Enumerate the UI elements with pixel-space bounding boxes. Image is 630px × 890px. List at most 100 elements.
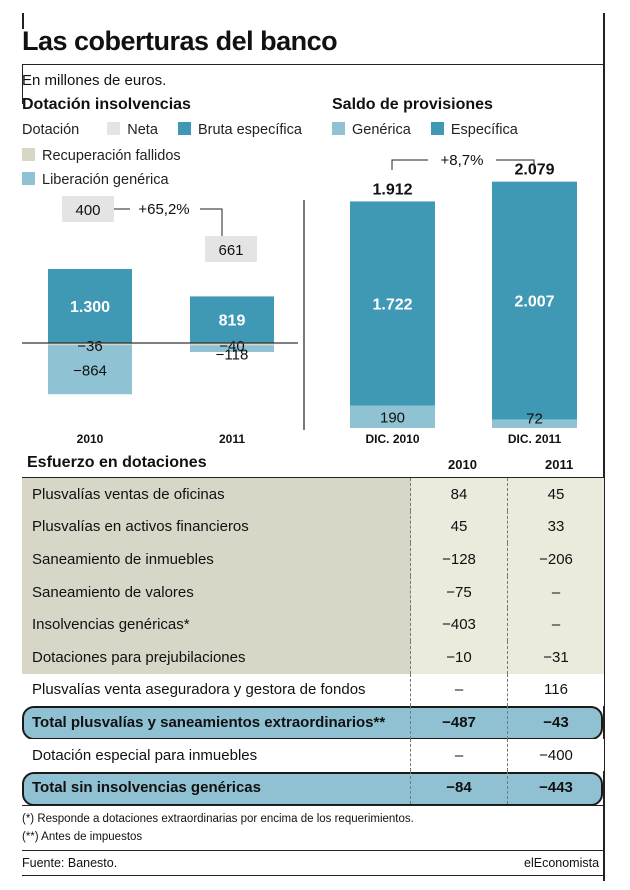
row-label: Total plusvalías y saneamientos extraord… [32,713,386,731]
table-top-rule [22,477,604,478]
row-value-2010: – [410,673,508,707]
bar-recuperacion-2011 [190,343,274,346]
row-value-2011: 45 [507,478,604,511]
label-recuperacion-2010: −36 [77,338,102,355]
legend-recuperacion-swatch [22,148,35,161]
row-label: Saneamiento de inmuebles [22,543,411,576]
label-especifica-0: 1.722 [372,296,412,313]
connector-right-b [496,159,535,170]
bar-liberacion-2011 [190,345,274,352]
row-value-2011: −206 [507,543,604,576]
table-row: Dotación especial para inmuebles – −400 [22,738,604,772]
row-value-2010: −10 [410,640,508,674]
legend-neta-label: Neta [127,122,158,138]
label-recuperacion-2011: −40 [219,338,244,355]
row-value-2011: −443 [507,771,604,804]
row-value-2011: −43 [507,706,604,739]
legend-liberacion-swatch [22,172,35,185]
category-label-1: DIC. 2011 [508,432,562,446]
neta-box-2011 [205,236,257,262]
page-title: Las coberturas del banco [22,26,338,56]
category-label-2010: 2010 [77,432,104,446]
label-bruta-2010: 1.300 [70,299,110,316]
table-col-2011-header: 2011 [545,457,574,472]
chart-right-legend: Genérica Específica [332,122,518,138]
bar-recuperacion-2010 [48,343,132,346]
legend-liberacion: Liberación genérica [22,172,169,188]
table-row: Saneamiento de valores −75– [22,575,604,609]
bar-generica-0 [350,405,435,428]
legend-neta-swatch [107,122,121,135]
row-label: Saneamiento de valores [22,575,411,609]
row-value-2010: −75 [410,575,508,609]
row-value-2011: −400 [507,738,604,772]
label-total-0: 1.912 [372,181,412,198]
table-row: Saneamiento de inmuebles −128 −206 [22,543,604,576]
table-row: Insolvencias genéricas* −403– [22,608,604,641]
row-value-2010: 84 [410,478,508,511]
label-generica-0: 190 [380,410,405,427]
row-value-2011: – [507,608,604,641]
row-label: Total sin insolvencias genéricas [32,779,261,797]
row-value-2010: −128 [410,543,508,576]
table-row: Plusvalías venta aseguradora y gestora d… [22,673,604,707]
row-label: Plusvalías venta aseguradora y gestora d… [22,673,411,707]
legend-generica-label: Genérica [352,122,411,138]
row-value-2010: −403 [410,608,508,641]
row-value-2011: 116 [507,673,604,707]
label-especifica-1: 2.007 [514,294,554,311]
row-value-2010: −487 [410,706,508,739]
legend-bruta-swatch [177,122,191,135]
bar-bruta-2010 [48,269,132,343]
table-total-row: Total plusvalías y saneamientos extraord… [22,706,604,739]
footer-rule [22,850,604,851]
left-rule [22,64,23,104]
row-label: Dotación especial para inmuebles [22,738,411,772]
brand-text: elEconomista [524,856,600,870]
row-value-2010: −84 [410,771,508,804]
right-chart: 1.722 190 1.912 DIC. 2010 2.007 72 2.079 DIC. 2… [350,152,577,446]
row-label: Plusvalías en activos financieros [22,510,411,544]
label-bruta-2011: 819 [219,313,246,330]
bar-generica-1 [492,419,577,428]
top-rule [22,13,24,29]
table-row: Plusvalías en activos financieros 45 33 [22,510,604,544]
legend-bruta-label: Bruta específica [197,122,302,138]
table-title: Esfuerzo en dotaciones [27,454,207,471]
row-label: Dotaciones para prejubilaciones [22,640,411,674]
left-chart: 1.300 −36 −864 2010 819 −40−118 2011 400 661 +65,… [22,196,305,446]
bar-liberacion-2010 [48,345,132,395]
neta-box-2010 [62,196,114,222]
row-value-2010: – [410,738,508,772]
legend-especifica-label: Específica [450,122,518,138]
dotaciones-table: Plusvalías ventas de oficinas 84 45 Plusval… [22,478,604,804]
label-neta-2010: 400 [75,202,100,219]
row-value-2011: 33 [507,510,604,544]
legend-recuperacion-label: Recuperación fallidos [42,148,181,164]
page-subtitle: En millones de euros. [22,72,167,89]
table-row: Plusvalías ventas de oficinas 84 45 [22,478,604,511]
legend-especifica-swatch [430,122,444,135]
row-label: Plusvalías ventas de oficinas [22,478,411,511]
table-bottom-rule [22,805,604,806]
right-rule [603,13,605,881]
bar-bruta-2011 [190,296,274,343]
table-total-row: Total sin insolvencias genéricas −84 −443 [22,771,604,804]
chart-left-legend: Dotación Neta Bruta específica [22,122,332,138]
row-value-2011: −31 [507,640,604,674]
connector-left-b [200,208,223,236]
row-value-2010: 45 [410,510,508,544]
title-underline [22,64,604,65]
row-label: Insolvencias genéricas* [22,608,411,641]
chart-left-title: Dotación insolvencias [22,96,191,113]
legend-generica-swatch [332,122,345,135]
category-label-2011: 2011 [219,432,245,446]
table-col-2010-header: 2010 [448,457,477,472]
label-neta-2011: 661 [218,242,243,259]
source-text: Fuente: Banesto. [22,856,118,870]
table-row: Dotaciones para prejubilaciones −10 −31 [22,640,604,674]
label-generica-1: 72 [526,411,543,428]
annotation-right: +8,7% [441,152,484,169]
label-liberacion-2010: −864 [73,363,107,380]
charts-svg: 1.300 −36 −864 2010 819 −40−118 2011 400 661 +65,… [22,152,577,446]
